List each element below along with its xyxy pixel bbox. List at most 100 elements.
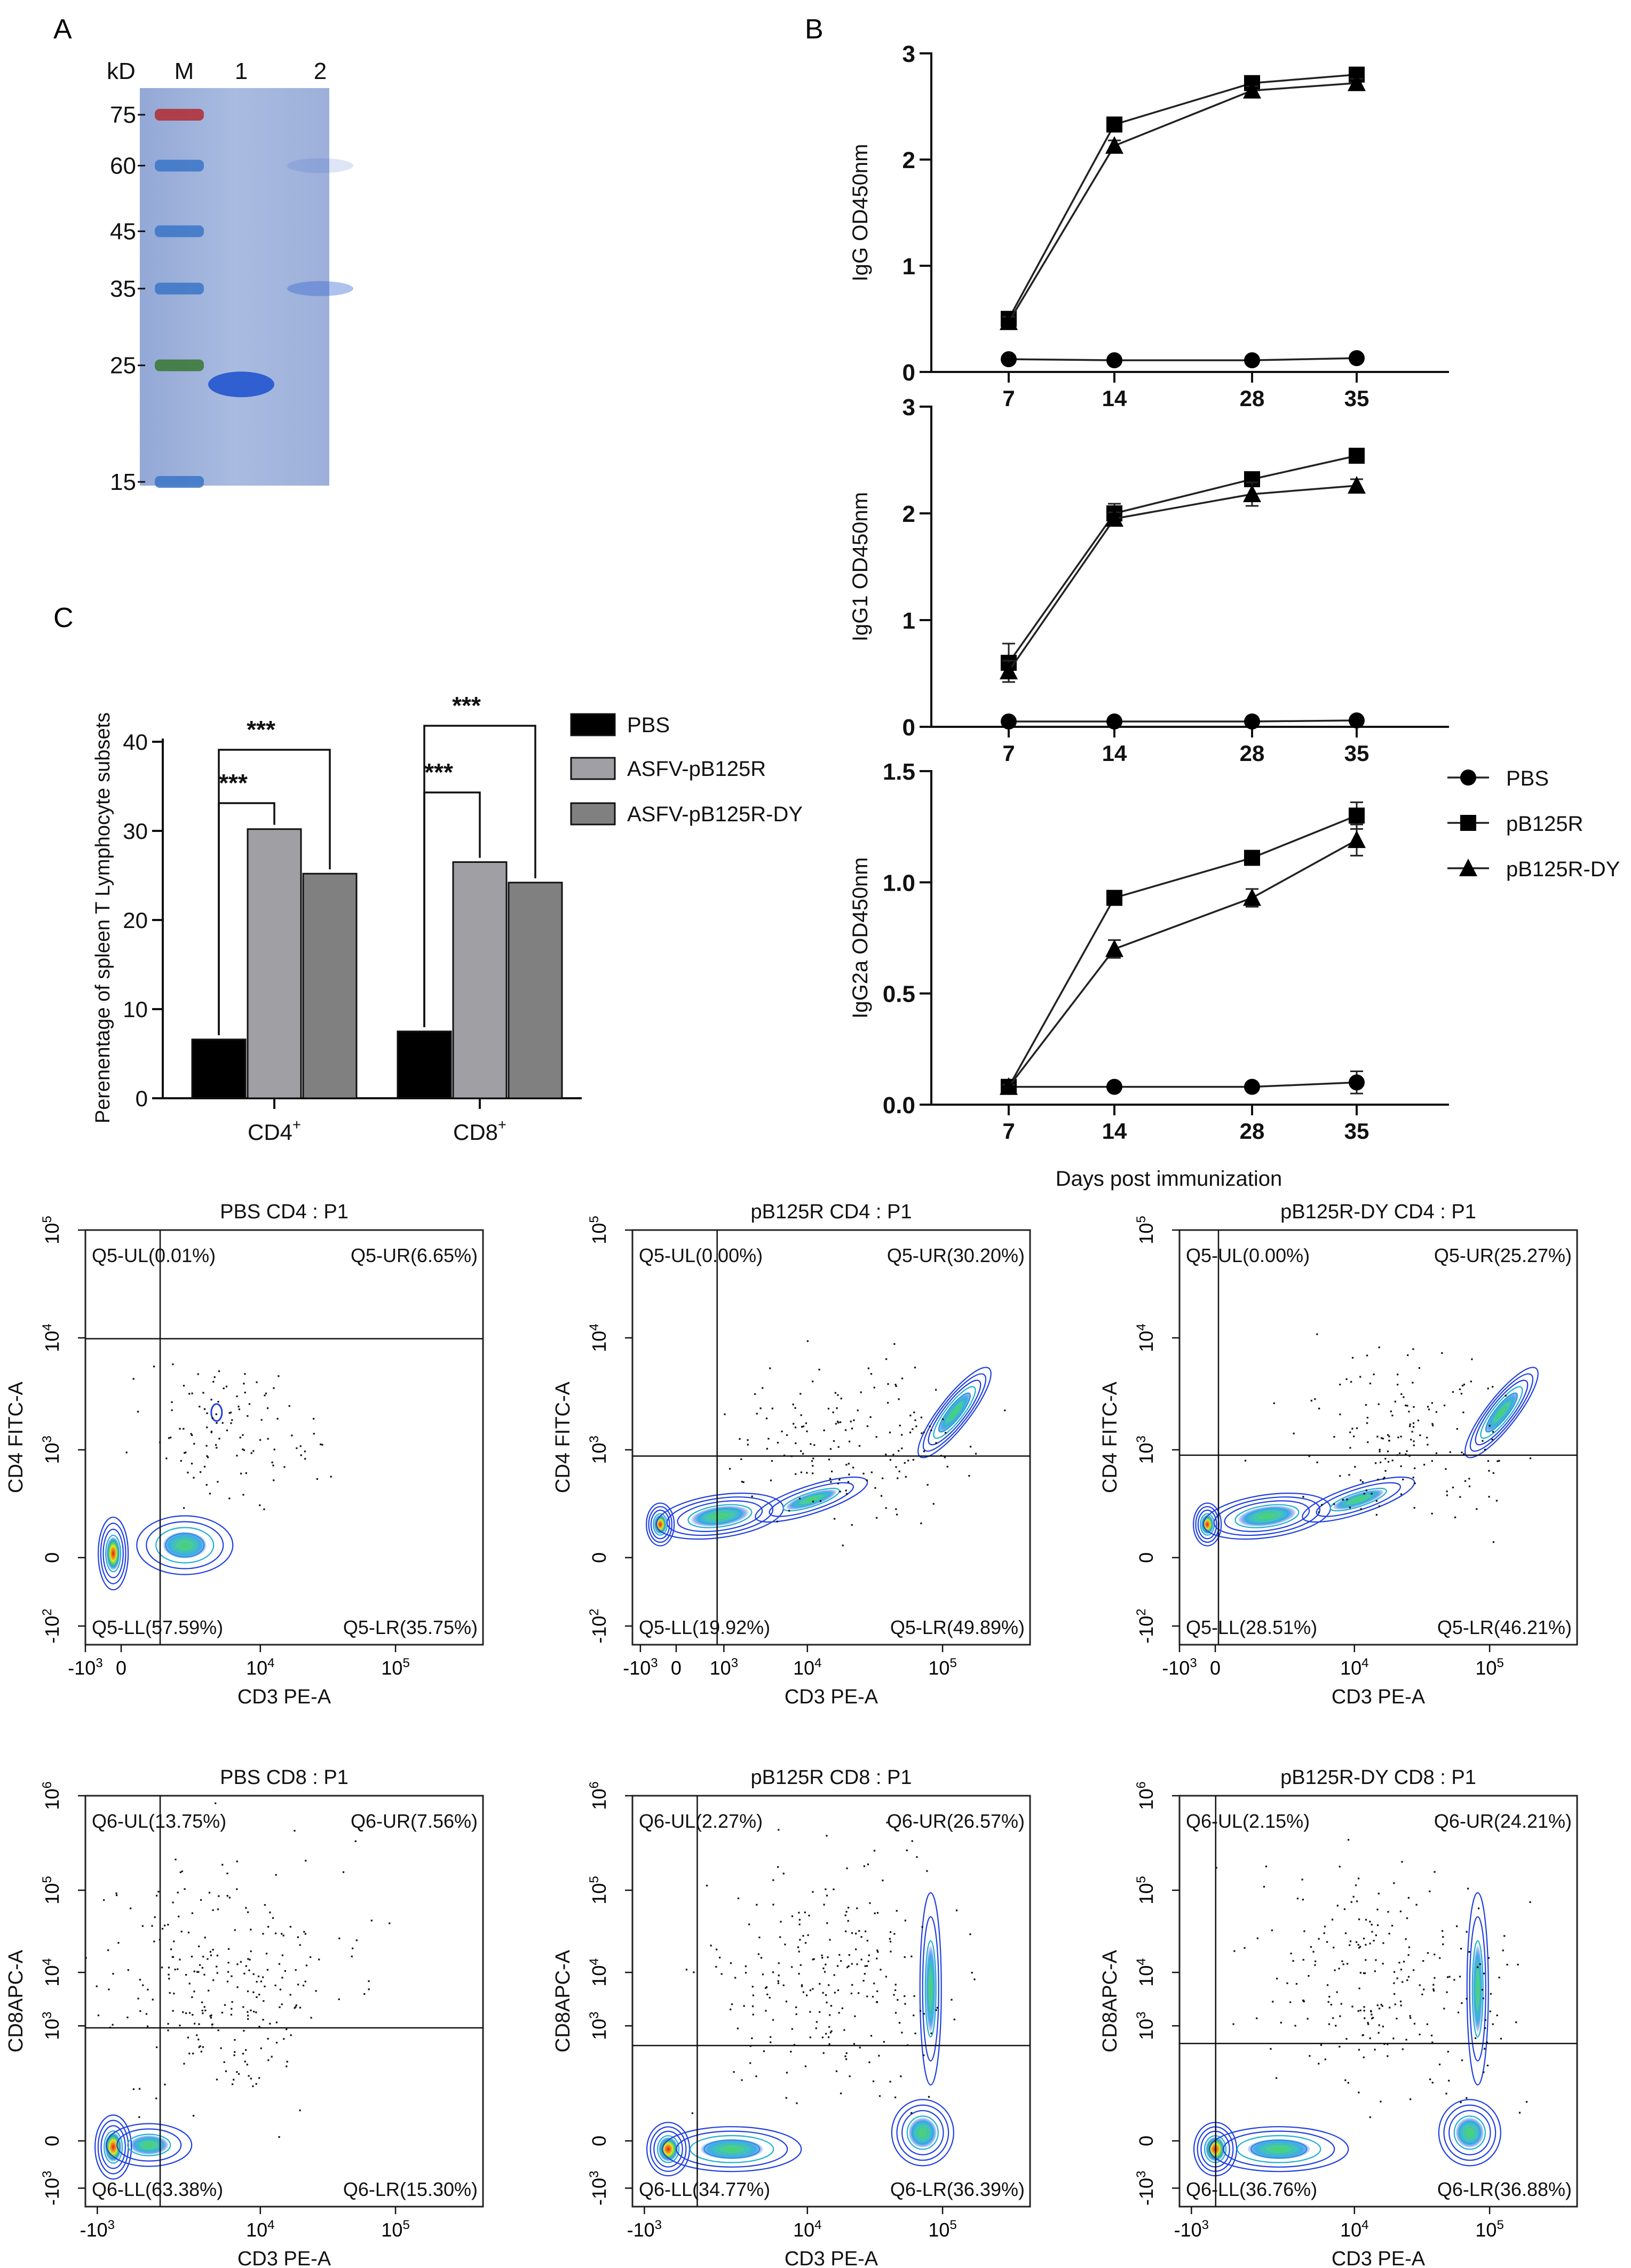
event-dot	[1387, 1461, 1390, 1463]
event-dot	[352, 1947, 354, 1949]
event-dot	[196, 2034, 198, 2036]
event-dot	[1429, 2078, 1431, 2081]
event-dot	[209, 2015, 211, 2017]
event-dot	[1427, 1952, 1429, 1954]
event-dot	[305, 1860, 307, 1862]
flow-plot-title: PBS CD4 : P1	[220, 1201, 349, 1223]
event-dot	[798, 1497, 801, 1500]
event-dot	[368, 1988, 370, 1991]
flow-y-tick-label: 106	[587, 1781, 610, 1810]
flow-y-tick-label: -103	[40, 2171, 63, 2206]
flow-x-tick-label: 104	[1340, 1656, 1368, 1679]
event-dot	[274, 1932, 277, 1934]
data-point-pB125R-DY	[1243, 81, 1261, 99]
quadrant-ll-label: Q5-LL(57.59%)	[92, 1616, 223, 1638]
event-dot	[338, 1937, 341, 1939]
contour-line	[1234, 1504, 1300, 1528]
event-dot	[1415, 1904, 1418, 1906]
event-dot	[216, 2079, 218, 2081]
event-dot	[269, 1912, 271, 1914]
event-dot	[1371, 2013, 1373, 2016]
event-dot	[1443, 2008, 1445, 2010]
event-dot	[1446, 1490, 1448, 1493]
event-dot	[107, 1949, 109, 1952]
event-dot	[1004, 1409, 1006, 1411]
event-dot	[1393, 1993, 1396, 1995]
event-dot	[914, 1419, 916, 1421]
event-dot	[1380, 1437, 1383, 1439]
event-dot	[1492, 1541, 1495, 1543]
event-dot	[883, 2041, 885, 2043]
event-dot	[193, 2115, 195, 2117]
event-dot	[247, 1990, 249, 1993]
event-dot	[1271, 1929, 1273, 1931]
flow-y-tick-label: 103	[40, 2011, 63, 2040]
y-tick-label: 2	[902, 501, 915, 527]
event-dot	[889, 2081, 891, 2083]
event-dot	[1445, 2092, 1447, 2095]
event-dot	[252, 1991, 255, 1993]
event-dot	[1354, 1466, 1356, 1468]
event-dot	[765, 1417, 768, 1420]
event-dot	[1490, 1993, 1492, 1995]
event-dot	[216, 1422, 218, 1424]
event-dot	[260, 1980, 263, 1982]
event-dot	[212, 1381, 215, 1383]
event-dot	[233, 2054, 235, 2056]
event-dot	[203, 1465, 206, 1468]
flow-y-tick-label: 103	[1134, 2011, 1157, 2040]
event-dot	[312, 1417, 315, 1420]
event-dot	[1379, 1448, 1381, 1451]
event-dot	[1460, 1948, 1462, 1950]
event-dot	[244, 1391, 246, 1394]
event-dot	[1447, 2051, 1449, 2053]
event-dot	[239, 1437, 241, 1439]
density-core	[105, 2132, 122, 2162]
event-dot	[1476, 1508, 1478, 1510]
event-dot	[826, 2001, 828, 2004]
event-dot	[201, 2001, 203, 2003]
event-dot	[1497, 1460, 1499, 1462]
event-dot	[944, 1456, 946, 1458]
contour-line	[1237, 2135, 1321, 2163]
event-dot	[210, 1431, 212, 1433]
event-dot	[819, 1500, 822, 1502]
event-dot	[721, 1973, 723, 1975]
event-dot	[156, 2046, 158, 2048]
event-dot	[142, 1984, 144, 1986]
contour-line	[1475, 1379, 1529, 1446]
event-dot	[935, 2009, 937, 2011]
flow-plot-frame	[1178, 1795, 1578, 2208]
flow-y-tick-label: 105	[1134, 1876, 1157, 1904]
event-dot	[911, 1840, 913, 1842]
line-chart-3: 0.0 0.5 1.0 1.5 7 14 28 35 IgG2a OD450nm Days pos…	[849, 759, 1449, 1191]
quadrant-ur-label: Q5-UR(30.20%)	[887, 1244, 1025, 1266]
legend-label-PBS: PBS	[1506, 767, 1549, 790]
flow-y-tick-label: 105	[40, 1216, 63, 1244]
event-dot	[1459, 1388, 1461, 1391]
event-dot	[1341, 1960, 1343, 1962]
event-dot	[1482, 1989, 1484, 1991]
marker-band-60	[155, 160, 204, 172]
event-dot	[223, 2061, 225, 2063]
event-dot	[798, 1950, 800, 1953]
line-chart-legend: PBS pB125R pB125R-DY	[1447, 767, 1620, 881]
event-dot	[321, 1444, 323, 1446]
elisa-line-charts: 0 1 2 3 7 14 28 35 IgG OD450nm 0 1 2 3 7 14 28 35 IgG1 OD…	[849, 41, 1449, 1191]
event-dot	[302, 1985, 305, 1987]
event-dot	[915, 1425, 917, 1428]
event-dot	[1323, 1932, 1325, 1934]
contour-line	[136, 1515, 234, 1575]
event-dot	[215, 1444, 217, 1446]
event-dot	[228, 1412, 231, 1414]
event-dot	[184, 1888, 186, 1890]
contour-line	[100, 1522, 126, 1584]
event-dot	[197, 2039, 200, 2041]
event-dot	[923, 2054, 925, 2056]
flow-y-tick-label: -102	[40, 1608, 63, 1643]
event-dot	[866, 1479, 868, 1481]
event-dot	[885, 1976, 887, 1978]
event-dot	[1441, 1930, 1444, 1932]
event-dot	[200, 1899, 202, 1901]
event-dot	[733, 2071, 735, 2073]
